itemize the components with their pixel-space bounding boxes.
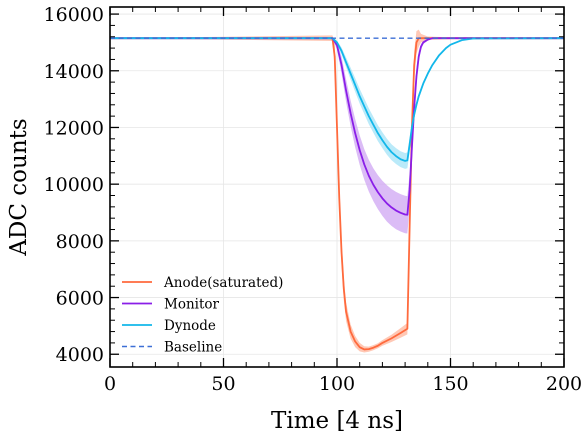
- y-axis-title: ADC counts: [6, 118, 32, 256]
- y-tick-label: 14000: [44, 61, 104, 83]
- x-tick-label: 50: [211, 373, 235, 395]
- x-axis-title: Time [4 ns]: [271, 408, 403, 434]
- y-tick-label: 12000: [44, 117, 104, 139]
- legend-label-monitor: Monitor: [164, 297, 220, 313]
- axis-ticks: [109, 7, 565, 367]
- x-tick-label: 100: [319, 373, 355, 395]
- legend-label-baseline: Baseline: [164, 340, 222, 356]
- series-lines: [110, 37, 565, 351]
- y-tick-label: 16000: [44, 4, 104, 26]
- legend: Anode(saturated) Monitor Dynode Baseline: [122, 275, 283, 356]
- x-tick-label: 0: [104, 373, 116, 395]
- x-tick-label: 150: [432, 373, 468, 395]
- y-tick-label: 8000: [56, 231, 104, 253]
- legend-label-dynode: Dynode: [164, 318, 216, 334]
- line-anode-saturated: [110, 37, 564, 351]
- y-tick-label: 6000: [56, 288, 104, 310]
- x-tick-label: 200: [546, 373, 582, 395]
- line-dynode: [110, 37, 565, 162]
- grid-lines: [109, 7, 565, 367]
- line-monitor: [110, 37, 564, 216]
- tick-labels: 0 50 100 150 200 4000 6000 8000 10000 12000 14000 1…: [44, 4, 583, 395]
- legend-label-anode-saturated: Anode(saturated): [163, 275, 283, 291]
- y-tick-label: 10000: [44, 174, 104, 196]
- y-tick-label: 4000: [56, 344, 104, 366]
